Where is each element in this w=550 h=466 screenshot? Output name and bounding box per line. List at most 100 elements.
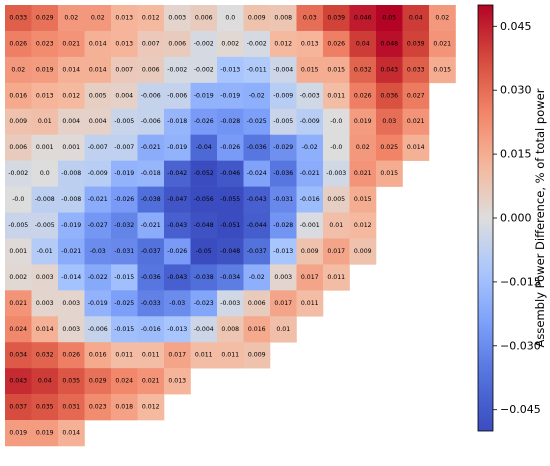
- heatmap-cell: [190, 186, 218, 213]
- heatmap-cell-label: -0.031: [114, 248, 134, 255]
- heatmap-cell: [243, 30, 271, 58]
- heatmap-cell-label: 0.013: [115, 14, 133, 21]
- heatmap-cell: [270, 264, 297, 291]
- heatmap-cell-label: -0.009: [273, 92, 293, 99]
- heatmap-cell-label: -0.005: [35, 222, 55, 229]
- heatmap-cell: [31, 30, 59, 58]
- heatmap-cell: [84, 212, 112, 239]
- heatmap-cell-label: -0.006: [141, 92, 161, 99]
- heatmap-cell: [217, 134, 244, 161]
- heatmap-cell-label: 0.013: [115, 40, 133, 47]
- heatmap-cell-label: 0.014: [89, 66, 107, 73]
- heatmap-cell: [349, 30, 377, 58]
- heatmap-cell-label: -0.043: [167, 222, 187, 229]
- heatmap-cell: [349, 56, 377, 84]
- heatmap-cell: [217, 5, 244, 32]
- heatmap-cell: [5, 264, 32, 291]
- heatmap-cell: [58, 134, 85, 161]
- heatmap-cell-label: -0.048: [220, 248, 240, 255]
- heatmap-cell-label: -0.0: [330, 144, 342, 151]
- heatmap-cell-label: -0.046: [220, 170, 240, 177]
- heatmap-cell-label: -0.043: [167, 274, 187, 281]
- heatmap-cell-label: 0.035: [62, 378, 80, 385]
- heatmap-cell: [243, 316, 271, 343]
- heatmap-cell: [402, 82, 430, 110]
- heatmap-cell-label: 0.01: [329, 222, 343, 229]
- heatmap-cell: [164, 342, 191, 369]
- heatmap-cell: [31, 5, 59, 32]
- heatmap-cells: 0.033 0.029 0.02 0.02 0.013 0.012 0.003 0.006 0.…: [5, 5, 456, 447]
- heatmap-cell-label: 0.029: [89, 378, 107, 385]
- heatmap-cell-label: 0.014: [407, 144, 425, 151]
- colorbar-label: Assembly Power Difference, % of total po…: [533, 88, 547, 347]
- heatmap-cell-label: -0.001: [300, 222, 320, 229]
- heatmap-cell-label: 0.007: [142, 40, 160, 47]
- heatmap-cell-label: -0.009: [88, 170, 108, 177]
- heatmap-cell: [349, 238, 377, 265]
- heatmap-cell: [58, 30, 85, 58]
- heatmap-cell-label: 0.046: [354, 14, 372, 21]
- heatmap-cell: [31, 212, 59, 239]
- heatmap-cell: [58, 160, 85, 187]
- heatmap-cell-label: 0.018: [115, 404, 133, 411]
- heatmap-cell: [31, 342, 59, 369]
- heatmap-cell-label: -0.043: [247, 196, 267, 203]
- heatmap-cell-label: 0.006: [142, 66, 160, 73]
- heatmap-cell-label: 0.005: [327, 196, 345, 203]
- heatmap-cell: [164, 264, 191, 291]
- heatmap-cell: [164, 212, 191, 239]
- heatmap-cell: [217, 30, 244, 58]
- heatmap-cell: [84, 342, 112, 369]
- heatmap-cell: [323, 134, 350, 161]
- heatmap-cell: [296, 238, 324, 265]
- heatmap-cell: [84, 5, 112, 32]
- heatmap-cell: [429, 30, 456, 58]
- heatmap-cell: [217, 316, 244, 343]
- heatmap-cell: [190, 5, 218, 32]
- heatmap-cell-label: -0.048: [194, 222, 214, 229]
- heatmap-cell: [243, 264, 271, 291]
- heatmap-cell-label: -0.031: [273, 196, 293, 203]
- heatmap-cell-label: 0.004: [89, 118, 107, 125]
- heatmap-cell: [31, 82, 59, 110]
- heatmap-cell: [190, 160, 218, 187]
- heatmap-cell: [376, 56, 403, 84]
- heatmap-cell: [111, 30, 138, 58]
- heatmap-cell-label: 0.019: [36, 66, 54, 73]
- heatmap-cell-label: 0.024: [9, 326, 27, 333]
- heatmap-cell: [111, 368, 138, 395]
- colorbar-gradient: [477, 4, 494, 432]
- heatmap-cell-label: -0.002: [8, 170, 28, 177]
- heatmap-cell-label: 0.021: [142, 378, 160, 385]
- heatmap-cell: [270, 212, 297, 239]
- heatmap-cell: [429, 5, 456, 32]
- heatmap-cell-label: -0.036: [273, 170, 293, 177]
- heatmap-cell-label: 0.032: [36, 352, 54, 359]
- heatmap-cell-label: -0.04: [196, 144, 212, 151]
- colorbar-tick-label: −0.015: [500, 275, 541, 288]
- heatmap-cell-label: -0.004: [194, 326, 214, 333]
- heatmap-cell-label: 0.011: [221, 352, 239, 359]
- heatmap-cell-label: 0.021: [9, 300, 27, 307]
- heatmap-cell: [137, 56, 165, 84]
- heatmap-cell-label: 0.034: [9, 352, 27, 359]
- heatmap-cell-label: -0.038: [194, 274, 214, 281]
- heatmap-cell: [5, 368, 32, 395]
- heatmap-cell: [111, 394, 138, 421]
- heatmap-cell: [137, 290, 165, 317]
- heatmap-cell: [190, 264, 218, 291]
- heatmap-cell: [111, 56, 138, 84]
- heatmap-cell-label: -0.033: [141, 300, 161, 307]
- heatmap-cell: [349, 82, 377, 110]
- heatmap-cell-label: 0.014: [89, 40, 107, 47]
- heatmap-cell-label: 0.026: [62, 352, 80, 359]
- heatmap-cell: [5, 342, 32, 369]
- heatmap-cell-label: 0.027: [407, 92, 425, 99]
- heatmap-cell: [5, 82, 32, 110]
- heatmap-cell: [323, 238, 350, 265]
- heatmap-cell-label: -0.016: [300, 196, 320, 203]
- heatmap-cell: [111, 238, 138, 265]
- heatmap-cell-label: -0.05: [196, 248, 212, 255]
- heatmap-cell: [349, 108, 377, 135]
- heatmap-cell: [58, 394, 85, 421]
